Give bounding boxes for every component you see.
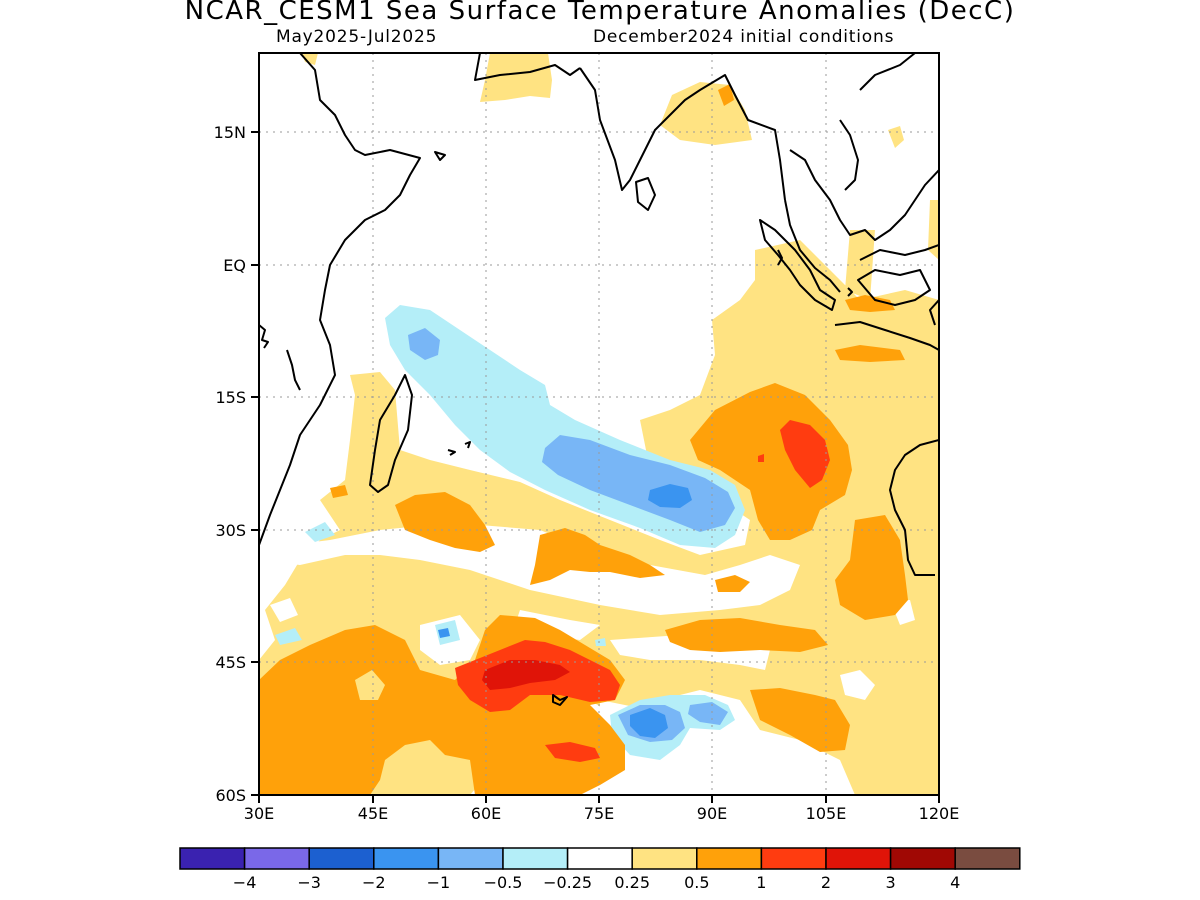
lat-label: 45S (215, 653, 246, 672)
initial-conditions: December2024 initial conditions (593, 27, 895, 47)
colorbar-tick-label: −3 (297, 873, 321, 892)
lat-label: 60S (215, 786, 246, 805)
colorbar-swatch (502, 847, 569, 870)
coastlines (259, 53, 939, 706)
latitude-labels: 15N EQ 15S 30S 45S 60S (214, 123, 246, 805)
anomaly-level-neg1 (438, 484, 692, 738)
colorbar-swatch (243, 847, 310, 870)
colorbar: −4 −3 −2 −1 −0.5 −0.25 0.25 0.5 1 2 3 4 (179, 847, 1021, 892)
colorbar-tick-label: −2 (362, 873, 386, 892)
anomaly-field (259, 53, 939, 795)
lon-label: 45E (358, 804, 388, 823)
lon-label: 60E (471, 804, 501, 823)
lat-label: 15N (214, 123, 246, 142)
graticule (259, 53, 939, 795)
anomaly-level-2 (482, 660, 570, 690)
colorbar-swatch (373, 847, 440, 870)
lat-label: 15S (215, 388, 246, 407)
colorbar-swatch (631, 847, 698, 870)
colorbar-swatch (825, 847, 892, 870)
colorbar-swatch (954, 847, 1021, 870)
forecast-period: May2025-Jul2025 (276, 27, 438, 47)
colorbar-tick-label: 0.5 (684, 873, 709, 892)
colorbar-swatch (308, 847, 375, 870)
colorbar-swatch (889, 847, 956, 870)
colorbar-tick-label: −0.25 (543, 873, 592, 892)
lat-label: 30S (215, 521, 246, 540)
lon-label: 90E (697, 804, 727, 823)
colorbar-swatch (179, 847, 246, 870)
lon-label: 105E (806, 804, 847, 823)
colorbar-tick-label: 3 (886, 873, 896, 892)
axis-ticks (251, 131, 940, 803)
lon-label: 30E (244, 804, 274, 823)
colorbar-tick-label: 4 (950, 873, 960, 892)
colorbar-swatch (437, 847, 504, 870)
colorbar-tick-label: −0.5 (484, 873, 523, 892)
colorbar-tick-label: 1 (756, 873, 766, 892)
lon-label: 75E (584, 804, 614, 823)
colorbar-swatch (760, 847, 827, 870)
colorbar-tick-label: 0.25 (614, 873, 650, 892)
colorbar-swatch (566, 847, 633, 870)
chart-title: NCAR_CESM1 Sea Surface Temperature Anoma… (184, 0, 1016, 26)
colorbar-tick-label: −4 (233, 873, 257, 892)
longitude-labels: 30E 45E 60E 75E 90E 105E 120E (244, 804, 960, 823)
lon-label: 120E (919, 804, 960, 823)
colorbar-tick-label: 2 (821, 873, 831, 892)
anomaly-level-0.25-hole (355, 670, 385, 700)
colorbar-tick-label: −1 (427, 873, 451, 892)
colorbar-swatch (696, 847, 763, 870)
lat-label: EQ (223, 256, 246, 275)
